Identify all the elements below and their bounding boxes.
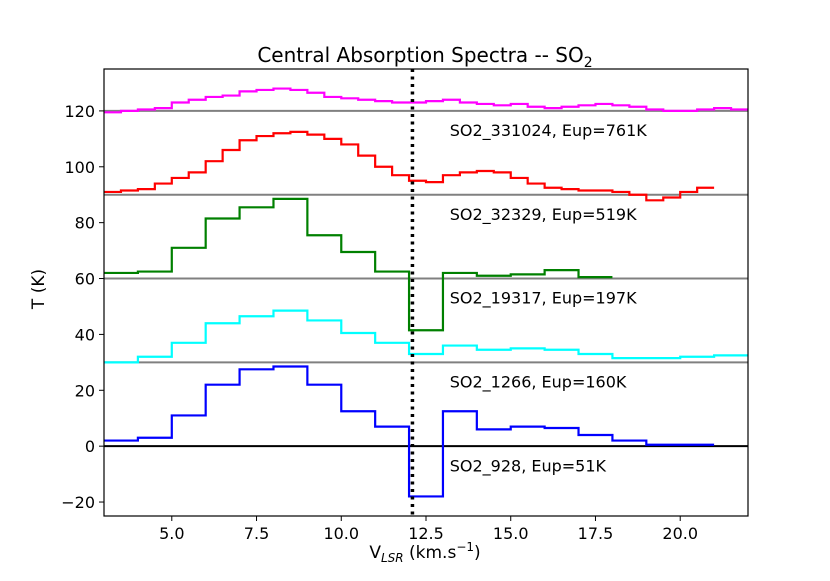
y-tick-label-5: 80: [75, 214, 95, 233]
plot-area: SO2_331024, Eup=761K SO2_32329, Eup=519K S…: [61, 68, 749, 543]
y-tick-label-0: −20: [61, 493, 95, 512]
y-tick-label-4: 60: [75, 270, 95, 289]
y-tick-label-6: 100: [64, 158, 95, 177]
y-tick-label-1: 0: [85, 437, 95, 456]
y-tick-label-7: 120: [64, 102, 95, 121]
x-tick-label-5: 17.5: [578, 524, 614, 543]
chart-title: Central Absorption Spectra -- SO2: [257, 43, 592, 71]
x-axis-label: VLSR (km.s−1): [369, 540, 480, 565]
series-annotation-1: SO2_32329, Eup=519K: [450, 205, 637, 225]
y-tick-label-3: 40: [75, 325, 95, 344]
series-annotation-0: SO2_331024, Eup=761K: [450, 121, 648, 141]
y-tick-label-2: 20: [75, 381, 95, 400]
axes-frame: [103, 68, 749, 517]
x-tick-label-0: 5.0: [159, 524, 184, 543]
plot-inner: [104, 69, 748, 516]
x-tick-label-1: 7.5: [244, 524, 269, 543]
series-annotation-2: SO2_19317, Eup=197K: [450, 289, 637, 309]
series-line-1: [104, 309, 748, 364]
x-tick-label-2: 10.0: [323, 524, 359, 543]
series-annotation-4: SO2_928, Eup=51K: [450, 456, 607, 476]
series-line-4: [104, 87, 748, 114]
series-line-0: [104, 365, 715, 498]
y-axis-label: T (K): [29, 269, 49, 310]
x-tick-label-6: 20.0: [662, 524, 698, 543]
series-annotation-3: SO2_1266, Eup=160K: [450, 372, 627, 392]
series-line-2: [104, 197, 613, 332]
x-tick-label-3: 12.5: [408, 524, 444, 543]
x-tick-label-4: 15.0: [493, 524, 529, 543]
series-line-3: [104, 130, 715, 202]
